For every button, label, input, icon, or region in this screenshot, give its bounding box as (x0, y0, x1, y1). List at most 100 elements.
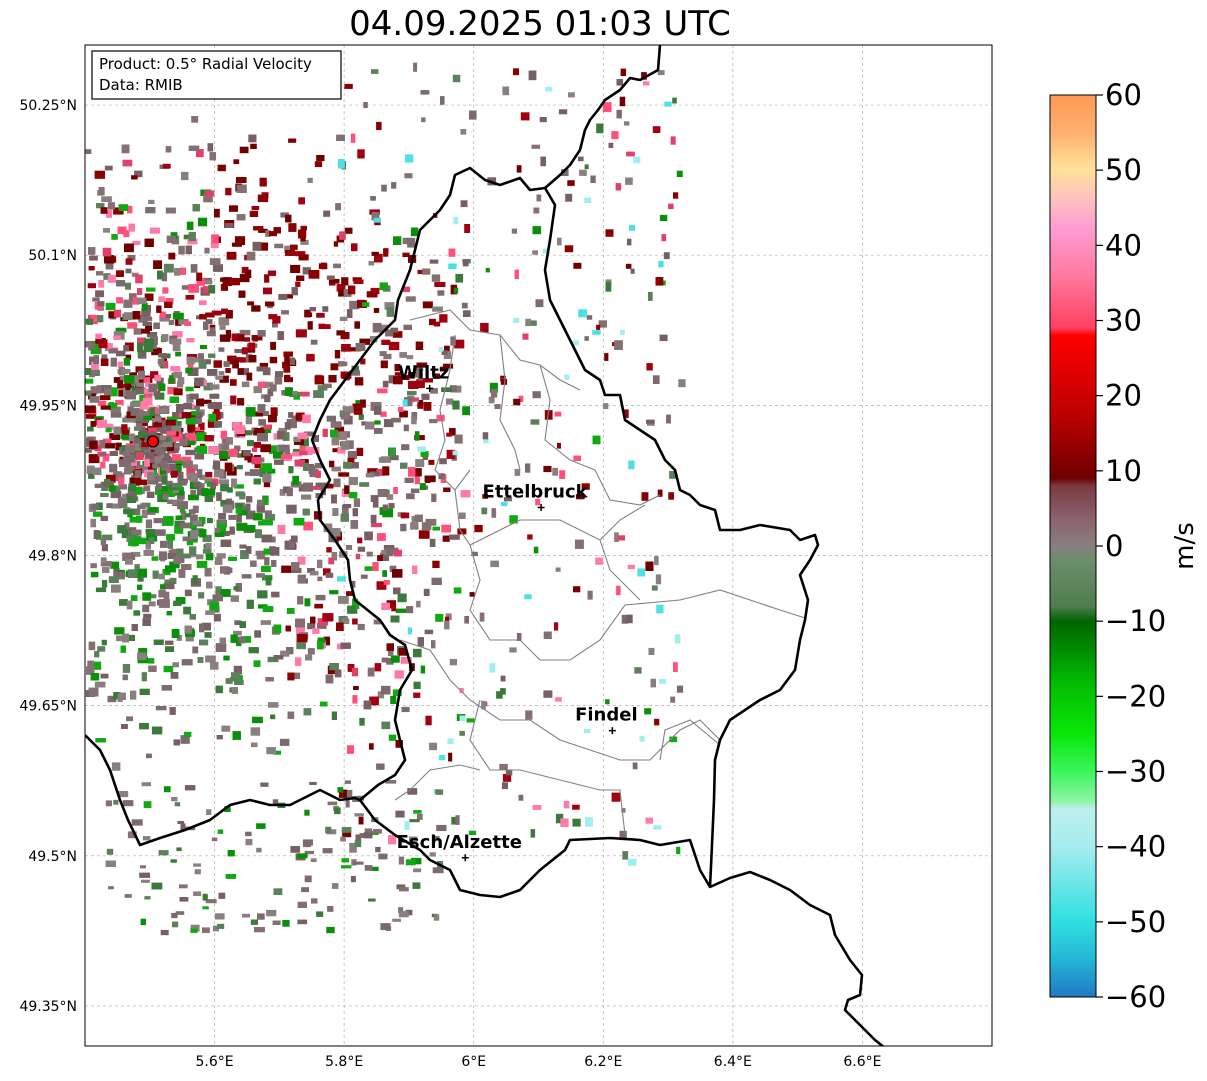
echo-cell (124, 467, 132, 475)
echo-cell (543, 631, 552, 639)
echo-cell (175, 351, 181, 357)
echo-cell (400, 523, 407, 532)
echo-cell (349, 300, 360, 310)
echo-cell (382, 380, 389, 388)
echo-cell (297, 853, 308, 859)
echo-cell (332, 508, 339, 516)
echo-cell (181, 171, 189, 181)
echo-cell (313, 390, 324, 398)
echo-cell (564, 245, 574, 253)
echo-cell (293, 392, 300, 400)
echo-cell (384, 302, 395, 310)
echo-cell (370, 336, 378, 343)
echo-cell (464, 616, 469, 624)
echo-cell (213, 421, 222, 428)
echo-cell (567, 180, 575, 186)
echo-cell (239, 357, 248, 363)
echo-cell (234, 484, 244, 489)
echo-cell (337, 787, 344, 793)
echo-cell (250, 560, 257, 567)
echo-cell (177, 479, 187, 486)
echo-cell (202, 549, 212, 554)
echo-cell (357, 299, 366, 308)
lon-tick-label: 6.6°E (843, 1054, 881, 1070)
echo-cell (321, 262, 327, 270)
echo-cell (440, 96, 445, 105)
echo-cell (166, 611, 173, 616)
echo-cell (194, 377, 204, 387)
echo-cell (342, 406, 354, 414)
echo-cell (100, 358, 109, 366)
echo-cell (130, 595, 138, 601)
echo-cell (676, 685, 684, 693)
echo-cell (341, 277, 349, 286)
echo-cell (225, 223, 234, 228)
echo-cell (322, 848, 333, 854)
echo-cell (285, 250, 295, 256)
echo-cell (160, 540, 168, 548)
echo-cell (245, 525, 256, 532)
echo-cell (199, 314, 207, 320)
echo-cell (383, 353, 392, 360)
echo-cell (453, 287, 459, 294)
echo-cell (449, 428, 456, 436)
echo-cell (516, 633, 522, 641)
echo-cell (253, 442, 261, 448)
echo-cell (143, 415, 152, 421)
echo-cell (241, 381, 250, 388)
echo-cell (269, 384, 277, 392)
echo-cell (369, 696, 379, 706)
echo-cell (236, 184, 247, 193)
echo-cell (555, 813, 564, 824)
map-frame (84, 44, 993, 1047)
echo-cell (88, 266, 95, 271)
echo-cell (357, 623, 365, 631)
echo-cell (214, 528, 220, 533)
echo-cell (90, 563, 97, 569)
echo-cell (340, 513, 349, 522)
echo-cell (165, 146, 172, 153)
echo-cell (323, 523, 333, 533)
echo-cell (422, 268, 431, 275)
echo-cell (284, 374, 291, 380)
echo-cell (419, 483, 426, 490)
echo-cell (161, 475, 167, 485)
echo-cell (307, 648, 315, 655)
echo-cell (373, 619, 381, 625)
echo-cell (159, 551, 167, 561)
echo-cell (666, 414, 671, 424)
germany-france-border (709, 870, 885, 1046)
echo-cell (125, 390, 136, 400)
echo-cell (339, 231, 346, 240)
echo-cell (88, 473, 95, 479)
echo-cell (190, 514, 198, 523)
echo-cell (397, 406, 404, 412)
echo-cell (321, 324, 331, 329)
echo-cell (316, 312, 325, 318)
echo-cell (142, 604, 150, 613)
echo-cell (121, 529, 129, 539)
echo-cell (437, 290, 445, 296)
echo-cell (370, 196, 376, 201)
echo-cell (117, 498, 126, 506)
echo-cell (258, 419, 266, 426)
echo-cell (518, 395, 524, 403)
echo-cell (128, 483, 136, 492)
echo-cell (177, 377, 185, 385)
echo-cell (236, 177, 247, 183)
echo-cell (139, 427, 146, 436)
echo-cell (344, 780, 351, 784)
echo-cell (173, 388, 183, 396)
echo-cell (414, 476, 420, 485)
echo-cell (676, 846, 681, 855)
echo-cell (244, 471, 254, 476)
echo-cell (435, 789, 444, 795)
echo-cell (222, 504, 233, 513)
echo-cell (158, 296, 165, 302)
echo-cell (225, 678, 233, 684)
echo-cell (139, 872, 151, 878)
echo-cell (364, 421, 375, 430)
echo-cell (202, 286, 213, 294)
echo-cell (122, 450, 130, 456)
echo-cell (215, 643, 227, 652)
